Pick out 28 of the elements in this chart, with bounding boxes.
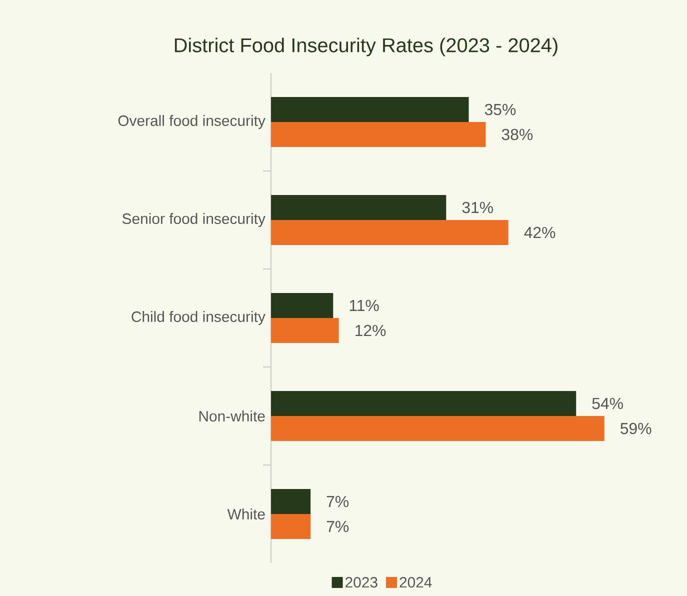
bar [271,97,469,122]
data-label: 35% [484,104,516,116]
bar [271,416,604,442]
bar [271,391,576,416]
data-label: 31% [462,202,494,214]
data-label: 12% [356,324,386,336]
data-label: 7% [326,520,349,532]
data-label: 38% [502,128,533,140]
chart-title: District Food Insecurity Rates (2023 - 2024) [174,38,558,56]
y-tick-label: Non-white [199,410,265,422]
bar [271,514,311,540]
bar [271,489,311,514]
data-label: 59% [620,422,652,434]
y-tick-label: Child food insecurity [132,311,266,325]
data-label: 11% [350,300,379,312]
data-label: 54% [592,398,623,410]
data-label: 42% [524,226,556,238]
bar [271,318,339,344]
y-tick-label: Senior food insecurity [122,213,266,227]
legend-label: 2024 [400,576,432,588]
y-tick-label: Overall food insecurity [118,115,266,129]
legend-label: 2023 [346,576,378,588]
bar [271,195,446,220]
data-label: 7% [326,496,349,508]
bar [271,293,334,318]
y-tick-label: White [227,508,265,520]
bar [271,220,508,246]
bar [271,122,486,147]
